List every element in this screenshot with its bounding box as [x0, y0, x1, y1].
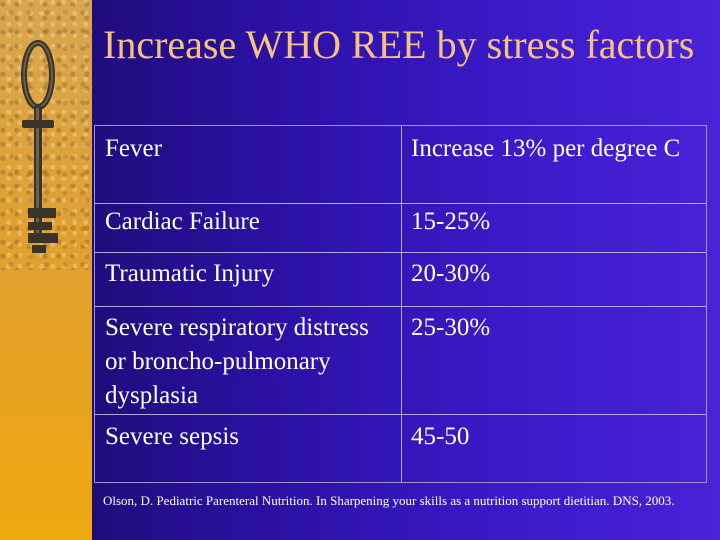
column-divider: [401, 126, 402, 482]
increase-severe-sepsis: 45-50: [411, 423, 470, 450]
increase-traumatic-injury: 20-30%: [411, 260, 491, 287]
factor-respiratory-distress: Severe respiratory distress or broncho-p…: [105, 314, 369, 409]
row-divider: [95, 306, 706, 307]
citation: Olson, D. Pediatric Parenteral Nutrition…: [103, 493, 675, 508]
factor-traumatic-injury: Traumatic Injury: [105, 260, 275, 287]
stress-factor-table: Fever Increase 13% per degree C Cardiac …: [94, 125, 707, 483]
row-divider: [95, 414, 706, 415]
row-divider: [95, 203, 706, 204]
increase-fever: Increase 13% per degree C: [411, 135, 681, 162]
factor-cardiac-failure: Cardiac Failure: [105, 208, 260, 235]
slide-title: Increase WHO REE by stress factors: [103, 22, 695, 67]
factor-fever: Fever: [105, 135, 162, 162]
increase-respiratory-distress: 25-30%: [411, 314, 491, 341]
increase-cardiac-failure: 15-25%: [411, 208, 491, 235]
key-icon: [21, 40, 58, 253]
side-strip: [0, 0, 92, 540]
row-divider: [95, 252, 706, 253]
factor-severe-sepsis: Severe sepsis: [105, 423, 239, 450]
